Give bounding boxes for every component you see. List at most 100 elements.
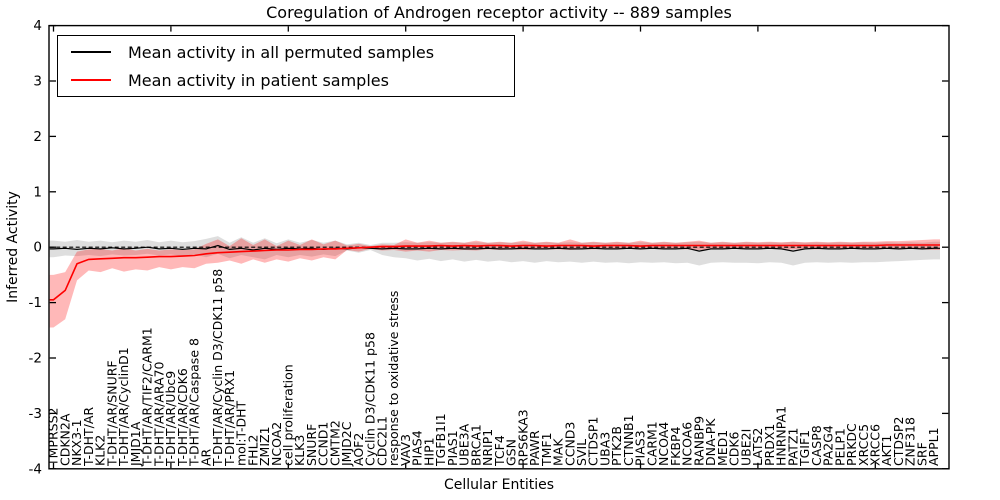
y-axis-label: Inferred Activity xyxy=(5,191,21,303)
permuted-std-band xyxy=(49,236,940,266)
y-tick-label: -2 xyxy=(29,351,42,367)
x-tick-label: cell proliferation xyxy=(281,364,296,466)
x-tick-label: UBE3A xyxy=(457,423,472,466)
x-tick-label: T-DHT/AR/ARA70 xyxy=(151,361,166,467)
x-tick-label: CTDSP1 xyxy=(586,417,601,466)
permuted-line-shape xyxy=(49,244,940,252)
x-tick-label: KLK3 xyxy=(292,435,307,466)
x-tick-label: Cyclin D3/CDK11 p58 xyxy=(363,332,378,466)
patient-line-shape xyxy=(49,244,940,301)
x-tick-label: RPS6KA3 xyxy=(515,409,530,466)
x-tick-label: AR xyxy=(198,448,213,466)
x-tick-label: CASP8 xyxy=(809,425,824,466)
x-tick-label: PA2G4 xyxy=(821,425,836,466)
x-tick-label: PTK2B xyxy=(609,426,624,466)
x-tick-label: JMJD1A xyxy=(128,421,143,467)
chart-title: Coregulation of Androgen receptor activi… xyxy=(266,3,732,22)
y-tick-label: 2 xyxy=(33,129,42,145)
legend-line-sample-black xyxy=(71,51,111,53)
y-tick-label: 3 xyxy=(33,74,42,90)
x-tick-label: SNURF xyxy=(304,424,319,466)
y-tick-label: 1 xyxy=(33,184,42,200)
x-tick-label: T-DHT/AR/Caspase 8 xyxy=(187,338,202,467)
x-tick-label: NKX3-1 xyxy=(69,419,84,466)
x-tick-label: PIAS4 xyxy=(410,430,425,466)
x-tick-label: T-DHT/AR/CDK6 xyxy=(175,368,190,467)
x-tick-label: GSN xyxy=(504,439,519,466)
permuted-mean-line xyxy=(49,244,940,252)
x-tick-label: T-DHT/AR/CyclinD1 xyxy=(116,347,131,467)
x-tick-label: CCND1 xyxy=(316,422,331,466)
y-tick-label: 4 xyxy=(33,18,42,34)
x-tick-label: PATZ1 xyxy=(785,428,800,466)
x-tick-label: NRIP1 xyxy=(480,429,495,466)
x-tick-label: AOF2 xyxy=(351,433,366,466)
x-tick-label: T-DHT/AR xyxy=(81,407,96,467)
axes-frame: 4 3 2 1 0 -1 -2 -3 -4 xyxy=(29,18,950,477)
x-tick-label: T-DHT/AR/TIF2/CARM1 xyxy=(140,327,155,467)
x-tick-label: UBA3 xyxy=(597,432,612,466)
x-tick-label: CDKN2A xyxy=(57,413,72,466)
x-tick-label: AKT1 xyxy=(879,435,894,466)
x-tick-label: T-DHT/AR/PRX1 xyxy=(222,370,237,467)
legend-line-sample-red xyxy=(71,79,111,81)
x-tick-label: FHL2 xyxy=(245,434,260,466)
legend-item-permuted: Mean activity in all permuted samples xyxy=(58,43,514,62)
x-tick-label: UBE2I xyxy=(738,429,753,466)
y-tick-label: 0 xyxy=(33,240,42,256)
x-tick-label: mol:T-DHT xyxy=(234,400,249,466)
x-tick-label: PRKDC xyxy=(844,423,859,466)
x-tick-label: CTNNB1 xyxy=(621,414,636,466)
x-tick-label: CDC2L1 xyxy=(374,416,389,466)
permuted-band-shape xyxy=(49,236,940,266)
x-tick-label: SRF xyxy=(914,442,929,466)
y-tick-label: -4 xyxy=(29,461,42,477)
legend-item-patient: Mean activity in patient samples xyxy=(58,71,514,90)
x-tick-label: CTDSP2 xyxy=(891,417,906,466)
x-tick-label: XRCC5 xyxy=(856,424,871,466)
x-tick-label: LATS2 xyxy=(750,428,765,466)
legend: Mean activity in all permuted samples Me… xyxy=(57,35,515,97)
x-tick-label: T-DHT/AR/SNURF xyxy=(104,360,119,467)
x-tick-label: PRDX1 xyxy=(762,424,777,466)
x-tick-label: JMJD2C xyxy=(339,421,354,467)
x-tick-label: BRCA1 xyxy=(468,424,483,466)
x-axis-label: Cellular Entities xyxy=(443,477,555,493)
y-tick-label: -1 xyxy=(29,295,42,311)
x-tick-label: HNRNPA1 xyxy=(774,406,789,466)
x-tick-label: KLK2 xyxy=(93,435,108,466)
plot-frame xyxy=(48,24,950,470)
x-tick-label: HIP1 xyxy=(421,437,436,466)
x-tick-label: PAWR xyxy=(527,430,542,466)
x-tick-label: TGIF1 xyxy=(797,430,812,467)
x-tick-label: PIAS3 xyxy=(633,430,648,466)
x-tick-label: T-DHT/AR/Cyclin D3/CDK11 p58 xyxy=(210,269,225,467)
x-tick-label: T-DHT/AR/Ubc9 xyxy=(163,371,178,467)
x-tick-label: ZNF318 xyxy=(903,417,918,466)
x-tick-label: SVIL xyxy=(574,439,589,466)
x-tick-label: NCOA4 xyxy=(656,422,671,466)
patient-mean-line xyxy=(49,244,940,301)
x-tick-label: response to oxidative stress xyxy=(386,291,401,466)
x-tick-label: ZMIZ1 xyxy=(257,426,272,466)
x-tick-label: VAV3 xyxy=(398,434,413,466)
x-tick-label: TGFB1I1 xyxy=(433,413,448,467)
x-tick-label: PIAS1 xyxy=(445,430,460,466)
x-tick-label: RANBP9 xyxy=(691,416,706,466)
patient-band-shape xyxy=(49,238,940,328)
x-tick-label: DNA-PK xyxy=(703,418,718,466)
x-tick-label: CARM1 xyxy=(644,421,659,466)
x-tick-label: MAK xyxy=(551,438,566,466)
y-tick-label: -3 xyxy=(29,406,42,422)
x-tick-label: APPL1 xyxy=(926,427,941,466)
patient-std-band xyxy=(49,238,940,328)
x-tick-label: CCND3 xyxy=(562,422,577,466)
x-tick-label: TCF4 xyxy=(492,435,507,467)
legend-label-permuted: Mean activity in all permuted samples xyxy=(128,42,435,62)
x-tick-label: NCOA6 xyxy=(680,422,695,466)
x-tick-label: TMF1 xyxy=(539,432,554,467)
x-tick-labels: TMPRSS2CDKN2ANKX3-1T-DHT/ARKLK2T-DHT/AR/… xyxy=(46,269,942,467)
x-tick-label: FKBP4 xyxy=(668,426,683,466)
